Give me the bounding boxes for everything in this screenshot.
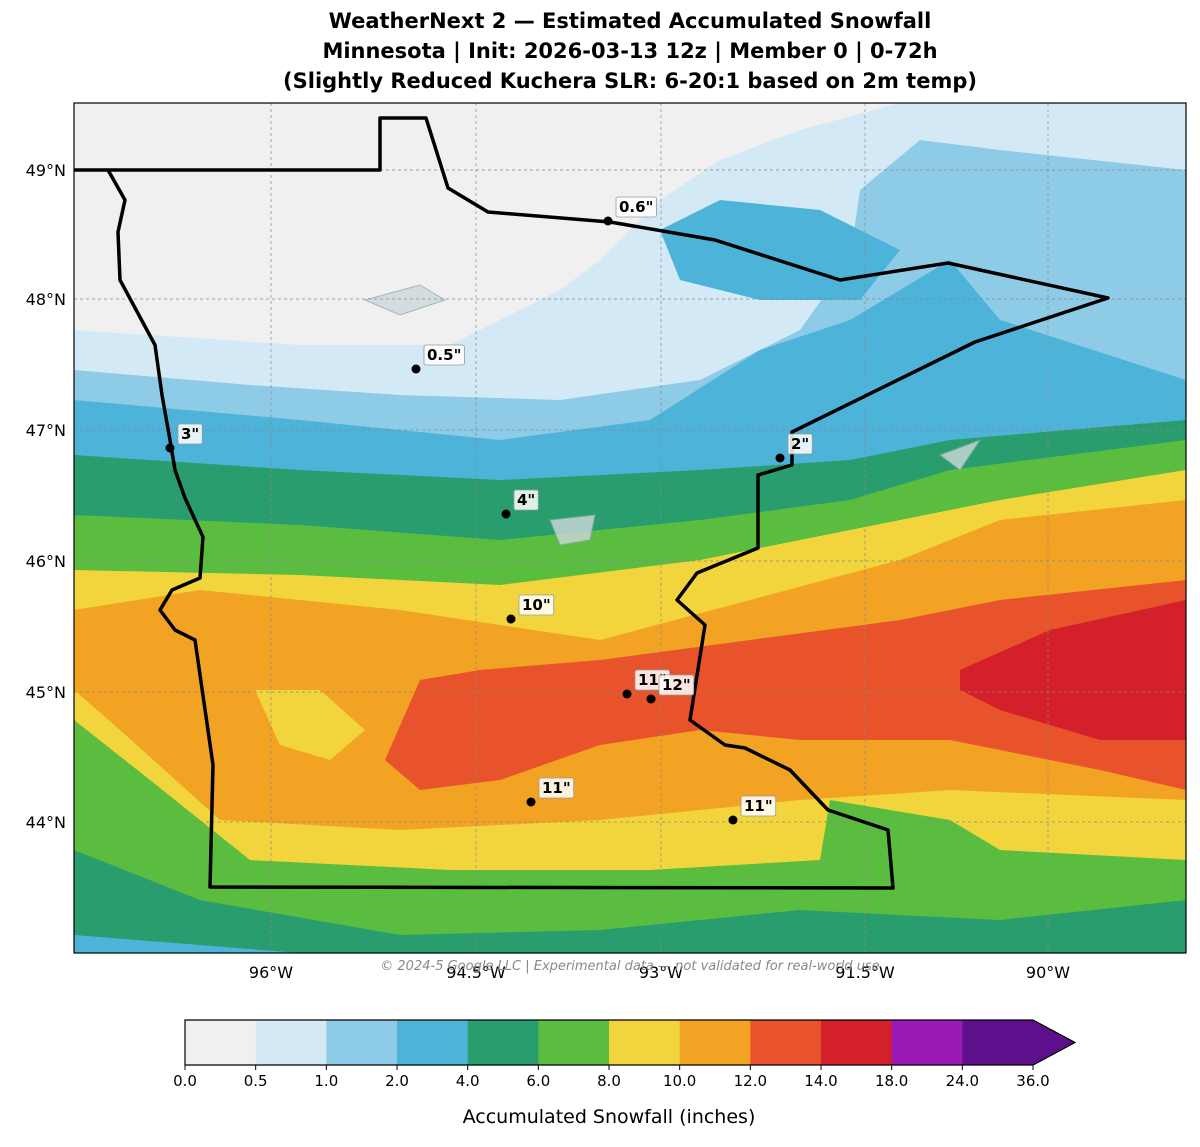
colorbar-tick-label: 2.0 [385, 1072, 409, 1090]
colorbar-extend [962, 1020, 1075, 1065]
colorbar-tick-label: 0.0 [173, 1072, 197, 1090]
colorbar-swatch [679, 1020, 751, 1065]
colorbar-tick-label: 14.0 [804, 1072, 837, 1090]
colorbar-tick-label: 1.0 [314, 1072, 338, 1090]
city-marker [622, 689, 632, 699]
snow-amount-label: 4" [517, 491, 535, 509]
label-box [518, 594, 555, 616]
colorbar-tick-label: 36.0 [1016, 1072, 1049, 1090]
city-marker [506, 614, 516, 624]
map-frame [73, 102, 1187, 954]
lake [363, 284, 447, 316]
map-area [74, 103, 1186, 953]
colorbar-swatch [467, 1020, 539, 1065]
city-marker [411, 364, 421, 374]
colorbar-tick-label: 6.0 [526, 1072, 550, 1090]
colorbar-swatch [326, 1020, 398, 1065]
label-box [658, 674, 695, 696]
label-box [787, 433, 813, 455]
lon-label: 91.5°W [835, 963, 895, 982]
colorbar-swatch [538, 1020, 610, 1065]
colorbar-tick-label: 10.0 [663, 1072, 696, 1090]
snow-band [660, 200, 900, 300]
colorbar-swatch [891, 1020, 963, 1065]
colorbar-tick-label: 12.0 [734, 1072, 767, 1090]
label-box [740, 795, 777, 817]
snow-amount-label: 12" [662, 676, 691, 694]
city-marker [501, 509, 511, 519]
lat-label: 46°N [26, 552, 66, 571]
snow-amount-label: 10" [522, 596, 551, 614]
city-marker [646, 694, 656, 704]
city-marker [728, 815, 738, 825]
colorbar-tick-label: 18.0 [875, 1072, 908, 1090]
snow-band [960, 600, 1186, 740]
colorbar-outline [184, 1019, 1077, 1066]
snow-band [74, 720, 1186, 953]
lat-label: 45°N [26, 683, 66, 702]
colorbar-swatch [255, 1020, 327, 1065]
city-marker [526, 797, 536, 807]
city-marker [603, 216, 613, 226]
watermark: © 2024-5 Google LLC | Experimental data … [380, 959, 879, 974]
lon-label: 94.5°W [446, 963, 506, 982]
colorbar-swatch [397, 1020, 469, 1065]
city-marker [165, 443, 175, 453]
colorbar-swatch [609, 1020, 681, 1065]
label-box [177, 423, 203, 445]
label-box [513, 489, 539, 511]
lake [549, 514, 596, 546]
lon-label: 96°W [249, 963, 293, 982]
colorbar-swatch [750, 1020, 822, 1065]
title: Minnesota | Init: 2026-03-13 12z | Membe… [322, 39, 937, 64]
snow-amount-label: 3" [181, 425, 199, 443]
label-box [615, 196, 657, 218]
snow-amount-label: 11" [542, 779, 571, 797]
colorbar-tick-label: 0.5 [244, 1072, 268, 1090]
state-border [106, 116, 1110, 890]
lon-label: 93°W [639, 963, 683, 982]
colorbar-tick-label: 4.0 [456, 1072, 480, 1090]
lat-label: 48°N [26, 290, 66, 309]
lake [938, 438, 982, 471]
lat-label: 49°N [26, 161, 66, 180]
colorbar-tick-label: 8.0 [597, 1072, 621, 1090]
snow-amount-label: 11" [744, 797, 773, 815]
snow-amount-label: 0.5" [427, 346, 461, 364]
label-box [423, 344, 465, 366]
label-box [538, 777, 575, 799]
city-marker [775, 453, 785, 463]
colorbar-tick-label: 24.0 [946, 1072, 979, 1090]
colorbar-swatch [821, 1020, 893, 1065]
snow-band [255, 690, 365, 760]
title: (Slightly Reduced Kuchera SLR: 6-20:1 ba… [283, 69, 977, 93]
colorbar-swatch [185, 1020, 257, 1065]
lon-label: 90°W [1026, 963, 1070, 982]
colorbar-label: Accumulated Snowfall (inches) [463, 1106, 756, 1128]
lat-label: 44°N [26, 813, 66, 832]
lat-label: 47°N [26, 421, 66, 440]
snow-band [74, 850, 1186, 953]
title: WeatherNext 2 — Estimated Accumulated Sn… [329, 9, 932, 33]
snow-band [385, 580, 1186, 790]
snow-band [74, 935, 300, 953]
snow-amount-label: 2" [791, 435, 809, 453]
snow-amount-label: 0.6" [619, 198, 653, 216]
